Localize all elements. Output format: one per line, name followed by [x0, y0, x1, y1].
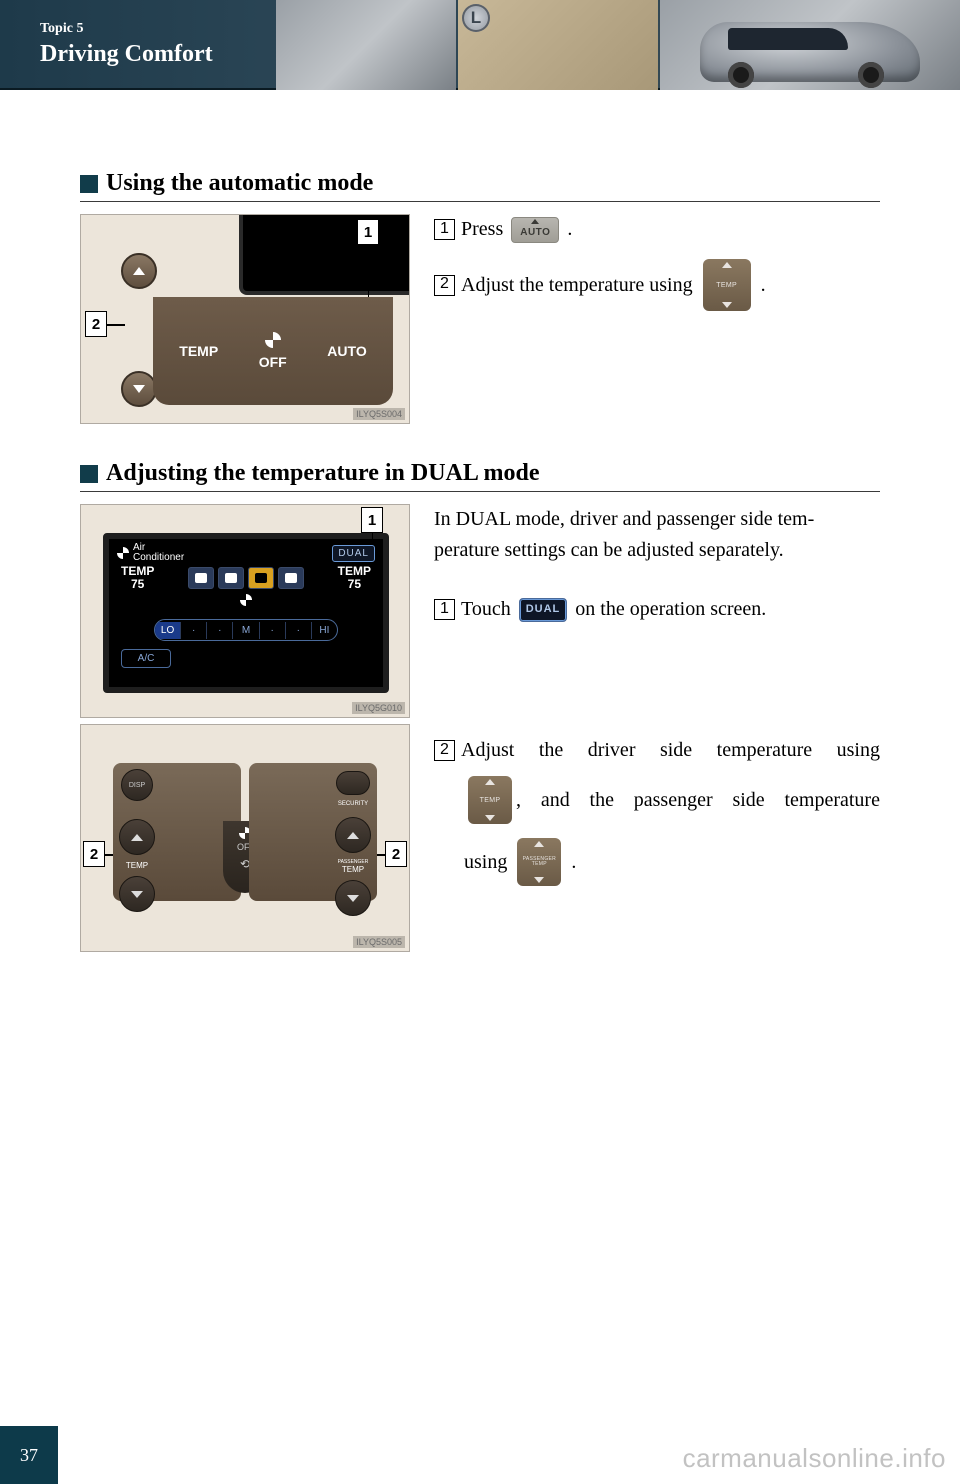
lexus-badge-icon: L: [462, 4, 490, 32]
header-photo-1: [276, 0, 456, 90]
step-number-1: 1: [434, 219, 455, 240]
callout-box-2: 2: [83, 841, 105, 867]
illustration-dual-screen: Air Conditioner DUAL TEMP 75: [80, 504, 410, 718]
panel-temp-label: TEMP: [179, 343, 218, 359]
text-column-automatic: 1 Press AUTO . 2 Adjust the temperature …: [434, 214, 880, 424]
step-2-text: Adjust the temperature using: [461, 270, 693, 301]
step-number-2: 2: [434, 275, 455, 296]
section-heading-automatic: Using the automatic mode: [80, 170, 880, 202]
watermark: carmanualsonline.info: [683, 1443, 946, 1474]
topic-line: Topic 5: [40, 21, 213, 37]
callout-box-2: 2: [385, 841, 407, 867]
page-title: Driving Comfort: [40, 41, 213, 68]
page-header: Topic 5 Driving Comfort L: [0, 0, 960, 90]
temp-down-icon: [121, 371, 157, 407]
section-heading-dual: Adjusting the temperature in DUAL mode: [80, 460, 880, 492]
dual-intro-para: In DUAL mode, driver and passenger side …: [434, 504, 880, 566]
air-mode-buttons: [154, 567, 337, 589]
step-2: 2 Adjust the temperature using TEMP .: [434, 259, 880, 311]
auto-button-icon: AUTO: [511, 217, 559, 243]
section-marker-icon: [80, 175, 98, 193]
dual-step-1: 1 Touch DUAL on the operation screen.: [434, 594, 880, 625]
panel-off-label: OFF: [259, 332, 287, 370]
pass-temp-down-icon: [335, 880, 371, 916]
illustration-id: ILYQ5S004: [353, 408, 405, 420]
pass-temp-up-icon: [335, 817, 371, 853]
callout-box-1: 1: [357, 219, 379, 245]
header-image-strip: L: [276, 0, 960, 90]
callout-box-1: 1: [361, 507, 383, 533]
fan-speed-bar: LO · · M · · HI: [154, 619, 338, 641]
header-text-block: Topic 5 Driving Comfort: [0, 21, 213, 68]
temp-up-icon: [119, 819, 155, 855]
temp-rocker-icon: TEMP: [703, 259, 751, 311]
car-illustration-icon: [700, 22, 920, 82]
fan-icon: [117, 547, 129, 559]
text-column-dual: In DUAL mode, driver and passenger side …: [434, 504, 880, 952]
dual-button-icon: DUAL: [519, 598, 568, 622]
section-heading-text: Using the automatic mode: [106, 170, 373, 197]
disp-button-icon: DISP: [121, 769, 153, 801]
page-content: Using the automatic mode 1 2: [0, 90, 960, 952]
header-photo-3: [660, 0, 960, 90]
illustration-auto-panel: 1 2 TEMP OFF: [80, 214, 410, 424]
illustration-id: ILYQ5G010: [352, 702, 405, 714]
ac-label: Air Conditioner: [133, 543, 184, 563]
period: .: [567, 214, 572, 245]
driver-control-panel: DISP TEMP: [113, 763, 241, 901]
illustration-column-dual: Air Conditioner DUAL TEMP 75: [80, 504, 410, 952]
temp-up-icon: [121, 253, 157, 289]
dual-screen-button-icon: DUAL: [332, 545, 375, 562]
section-marker-icon: [80, 465, 98, 483]
step-number-2: 2: [434, 740, 455, 761]
callout-box-2: 2: [85, 311, 107, 337]
security-button-icon: [336, 771, 370, 795]
illustration-id: ILYQ5S005: [353, 936, 405, 948]
panel-auto-label: AUTO: [327, 343, 366, 359]
temp-down-icon: [119, 876, 155, 912]
section-body-dual: Air Conditioner DUAL TEMP 75: [80, 504, 880, 952]
dual-step-2: 2 Adjust the driver side temperature usi…: [434, 735, 880, 886]
page-number: 37: [0, 1426, 58, 1484]
period: .: [761, 270, 766, 301]
section-body-automatic: 1 2 TEMP OFF: [80, 214, 880, 424]
passenger-control-panel: SECURITY PASSENGER TEMP: [249, 763, 377, 901]
section-heading-text: Adjusting the temperature in DUAL mode: [106, 460, 540, 487]
driver-temp-rocker-icon: TEMP: [468, 776, 512, 824]
step-1-text: Press: [461, 214, 503, 245]
passenger-temp-rocker-icon: PASSENGER TEMP: [517, 838, 561, 886]
header-photo-2: L: [458, 0, 658, 90]
ac-toggle-icon: A/C: [121, 649, 171, 668]
step-number-1: 1: [434, 599, 455, 620]
fan-icon: [265, 332, 281, 348]
illustration-dual-controls: 2 2 DISP TEMP OFF ⟲: [80, 724, 410, 952]
step-1: 1 Press AUTO .: [434, 214, 880, 245]
fan-icon: [240, 594, 252, 606]
